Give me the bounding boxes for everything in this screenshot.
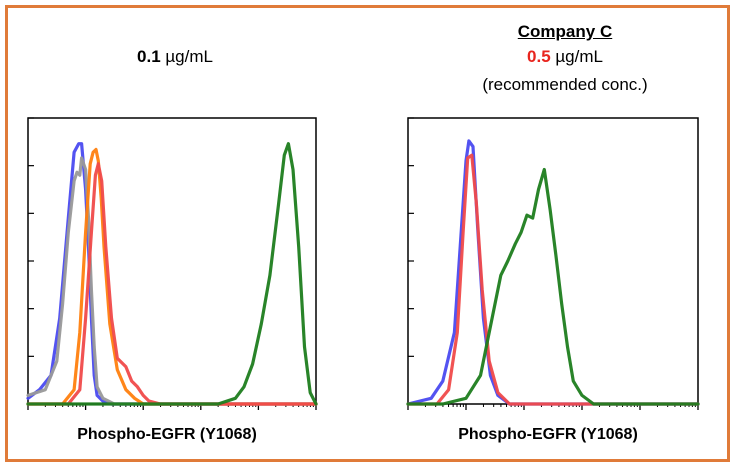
- left-series-line-1: [26, 156, 318, 406]
- right-series-line-2: [406, 167, 700, 406]
- right-concentration-label: 0.5 µg/mL: [480, 47, 650, 67]
- right-concentration-value: 0.5: [527, 47, 551, 66]
- recommended-note: (recommended conc.): [482, 75, 648, 94]
- right-histogram-plot: [406, 117, 700, 410]
- left-series-line-3: [26, 162, 318, 406]
- right-x-axis-label: Phospho-EGFR (Y1068): [458, 426, 638, 443]
- left-concentration-value: 0.1: [137, 47, 161, 66]
- left-concentration-label: 0.1 µg/mL: [100, 47, 250, 67]
- left-series-line-4: [26, 142, 318, 406]
- left-series-line-0: [26, 142, 318, 406]
- left-series-line-2: [26, 147, 318, 406]
- company-title: Company C: [517, 22, 613, 41]
- left-concentration-unit: µg/mL: [160, 47, 213, 66]
- left-histogram-plot: [26, 117, 318, 410]
- right-series-line-1: [406, 153, 700, 406]
- left-x-axis-label: Phospho-EGFR (Y1068): [77, 426, 257, 443]
- right-concentration-unit: µg/mL: [550, 47, 603, 66]
